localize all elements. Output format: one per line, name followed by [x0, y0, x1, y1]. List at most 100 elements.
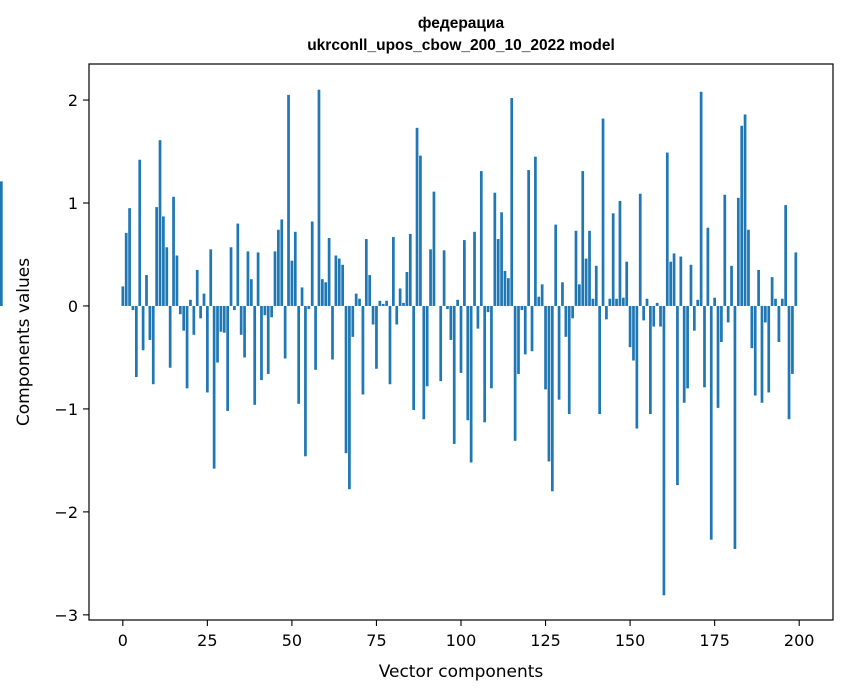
bar: [713, 297, 716, 306]
y-axis-ticks: −3 −2 −1 0 1 2: [54, 91, 89, 625]
bar: [415, 127, 419, 306]
x-tick-label: 175: [699, 631, 730, 650]
bar: [550, 305, 554, 492]
bar: [256, 252, 260, 306]
x-tick-label: 50: [282, 631, 302, 650]
bar: [726, 305, 730, 323]
bar: [547, 305, 551, 462]
y-tick-label: 1: [68, 194, 78, 213]
bar: [486, 305, 490, 313]
bar: [652, 305, 656, 327]
bar: [723, 194, 727, 306]
bar: [473, 231, 476, 306]
bar: [243, 305, 246, 358]
bar: [503, 270, 507, 306]
bar: [662, 305, 666, 596]
bar: [287, 94, 290, 306]
bar: [151, 305, 155, 385]
bar: [192, 305, 196, 335]
bar: [699, 91, 703, 306]
bar: [506, 278, 510, 306]
bar: [337, 258, 341, 306]
x-tick-label: 150: [615, 631, 646, 650]
bar: [263, 305, 267, 316]
bar: [483, 305, 487, 423]
bar: [175, 255, 179, 306]
x-tick-label: 200: [784, 631, 815, 650]
bar: [520, 305, 524, 311]
bar: [293, 231, 297, 306]
bar: [736, 197, 740, 306]
bar: [537, 296, 541, 306]
bar: [527, 170, 530, 306]
bar: [189, 299, 192, 306]
bar: [452, 305, 456, 444]
bar: [615, 298, 618, 306]
bar: [253, 305, 257, 405]
bar: [351, 305, 355, 337]
x-tick-label: 25: [197, 631, 217, 650]
bar: [422, 305, 426, 420]
x-tick-label: 0: [118, 631, 128, 650]
bar: [212, 305, 216, 469]
bar: [581, 171, 585, 306]
bar: [703, 305, 706, 388]
bar: [635, 305, 639, 429]
bar: [412, 305, 416, 410]
bar: [266, 305, 270, 374]
bar: [510, 97, 514, 306]
bar: [141, 305, 145, 351]
bar: [645, 298, 649, 306]
bar: [706, 227, 710, 306]
bar: [314, 305, 317, 370]
plot-frame: [88, 63, 834, 621]
bar: [463, 240, 466, 306]
bar: [709, 305, 713, 540]
bar: [716, 305, 720, 408]
bar: [493, 192, 497, 306]
bar: [676, 305, 679, 486]
bar: [226, 305, 230, 411]
bar: [794, 252, 798, 306]
bar: [780, 298, 784, 306]
bar: [168, 305, 172, 368]
bar: [209, 249, 213, 306]
bar: [165, 247, 169, 306]
chart-title-line1: федерациа: [418, 15, 505, 32]
bar: [354, 293, 358, 306]
bar: [206, 305, 209, 393]
bar: [199, 305, 202, 319]
bar: [361, 305, 365, 395]
bar: [0, 181, 3, 306]
bar: [344, 305, 348, 454]
bar: [178, 305, 182, 315]
bar: [341, 264, 344, 306]
bar: [665, 152, 669, 306]
bar: [246, 251, 250, 306]
bar: [642, 305, 645, 321]
y-tick-label: −3: [54, 606, 78, 625]
x-tick-label: 100: [446, 631, 477, 650]
bar: [594, 265, 598, 306]
bar: [787, 305, 791, 420]
bar: [364, 239, 368, 306]
y-tick-label: 0: [68, 297, 78, 316]
bar: [753, 305, 757, 396]
x-tick-label: 125: [530, 631, 561, 650]
bar: [591, 298, 595, 306]
x-axis-ticks: 0 25 50 75 100 125 150 175 200: [118, 620, 815, 650]
chart-title-line2: ukrconll_upos_cbow_200_10_2022 model: [307, 37, 615, 54]
bar: [601, 118, 605, 306]
bar: [747, 229, 750, 306]
bar: [764, 305, 767, 323]
bar: [760, 305, 764, 403]
bar: [561, 282, 564, 306]
bar: [649, 305, 652, 415]
bar: [655, 302, 659, 306]
bar: [743, 114, 747, 306]
bar: [767, 305, 771, 393]
bar: [571, 305, 574, 319]
bar: [496, 239, 500, 306]
bar: [419, 155, 422, 306]
y-tick-label: 2: [68, 91, 78, 110]
